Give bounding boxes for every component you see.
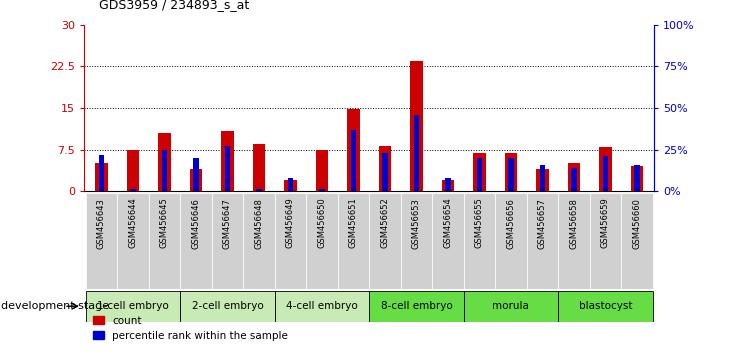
Bar <box>243 193 275 289</box>
Text: GSM456651: GSM456651 <box>349 198 358 249</box>
Bar <box>631 166 643 191</box>
Text: GSM456659: GSM456659 <box>601 198 610 249</box>
Bar <box>634 165 640 191</box>
Bar <box>180 193 212 289</box>
Bar <box>162 149 167 191</box>
Bar <box>463 193 495 289</box>
Bar <box>599 147 612 191</box>
Text: GSM456660: GSM456660 <box>632 198 641 249</box>
Text: GSM456646: GSM456646 <box>192 198 200 249</box>
Text: GSM456658: GSM456658 <box>569 198 578 249</box>
Text: 1-cell embryo: 1-cell embryo <box>97 301 169 311</box>
Bar <box>95 164 107 191</box>
Text: 4-cell embryo: 4-cell embryo <box>286 301 357 311</box>
Bar <box>369 193 401 289</box>
Bar <box>379 146 391 191</box>
Bar <box>442 180 454 191</box>
Bar <box>602 156 608 191</box>
Bar <box>558 291 653 321</box>
Bar <box>590 193 621 289</box>
Text: GSM456652: GSM456652 <box>380 198 390 249</box>
Bar <box>504 153 518 191</box>
Text: 2-cell embryo: 2-cell embryo <box>192 301 263 311</box>
Bar <box>224 146 230 191</box>
Bar <box>117 193 148 289</box>
Bar <box>558 193 590 289</box>
Text: GSM456654: GSM456654 <box>444 198 452 249</box>
Legend: count, percentile rank within the sample: count, percentile rank within the sample <box>89 312 292 345</box>
Text: morula: morula <box>493 301 529 311</box>
Bar <box>180 291 275 321</box>
Text: blastocyst: blastocyst <box>579 301 632 311</box>
Text: GSM456657: GSM456657 <box>538 198 547 249</box>
Bar <box>287 178 293 191</box>
Bar <box>256 189 262 191</box>
Bar <box>158 133 171 191</box>
Bar <box>212 193 243 289</box>
Bar <box>86 291 180 321</box>
Bar <box>189 169 202 191</box>
Bar <box>338 193 369 289</box>
Bar <box>99 155 105 191</box>
Text: development stage: development stage <box>1 301 110 311</box>
Bar <box>319 189 325 191</box>
Text: GSM456649: GSM456649 <box>286 198 295 249</box>
Bar <box>369 291 463 321</box>
Text: GSM456645: GSM456645 <box>160 198 169 249</box>
Text: GSM456653: GSM456653 <box>412 198 421 249</box>
Bar <box>567 164 580 191</box>
Text: GSM456655: GSM456655 <box>475 198 484 249</box>
Bar <box>539 165 545 191</box>
Bar <box>316 149 328 191</box>
Bar <box>621 193 653 289</box>
Bar <box>148 193 180 289</box>
Text: GSM456648: GSM456648 <box>254 198 263 249</box>
Text: GSM456647: GSM456647 <box>223 198 232 249</box>
Bar <box>193 158 199 191</box>
Bar <box>508 158 514 191</box>
Bar <box>526 193 558 289</box>
Text: GDS3959 / 234893_s_at: GDS3959 / 234893_s_at <box>99 0 249 11</box>
Bar <box>432 193 463 289</box>
Bar <box>126 149 139 191</box>
Bar <box>536 169 549 191</box>
Bar <box>86 193 117 289</box>
Bar <box>275 291 369 321</box>
Bar <box>253 144 265 191</box>
Bar <box>410 61 423 191</box>
Bar <box>275 193 306 289</box>
Text: 8-cell embryo: 8-cell embryo <box>381 301 452 311</box>
Bar <box>463 291 558 321</box>
Bar <box>130 189 136 191</box>
Bar <box>571 168 577 191</box>
Bar <box>414 115 420 191</box>
Text: GSM456650: GSM456650 <box>317 198 327 249</box>
Bar <box>347 109 360 191</box>
Bar <box>477 158 482 191</box>
Text: GSM456656: GSM456656 <box>507 198 515 249</box>
Bar <box>401 193 432 289</box>
Bar <box>284 180 297 191</box>
Bar <box>351 130 356 191</box>
Bar <box>221 131 234 191</box>
Text: GSM456643: GSM456643 <box>97 198 106 249</box>
Bar <box>495 193 526 289</box>
Bar <box>473 153 485 191</box>
Text: GSM456644: GSM456644 <box>129 198 137 249</box>
Bar <box>382 153 387 191</box>
Bar <box>306 193 338 289</box>
Bar <box>445 178 451 191</box>
